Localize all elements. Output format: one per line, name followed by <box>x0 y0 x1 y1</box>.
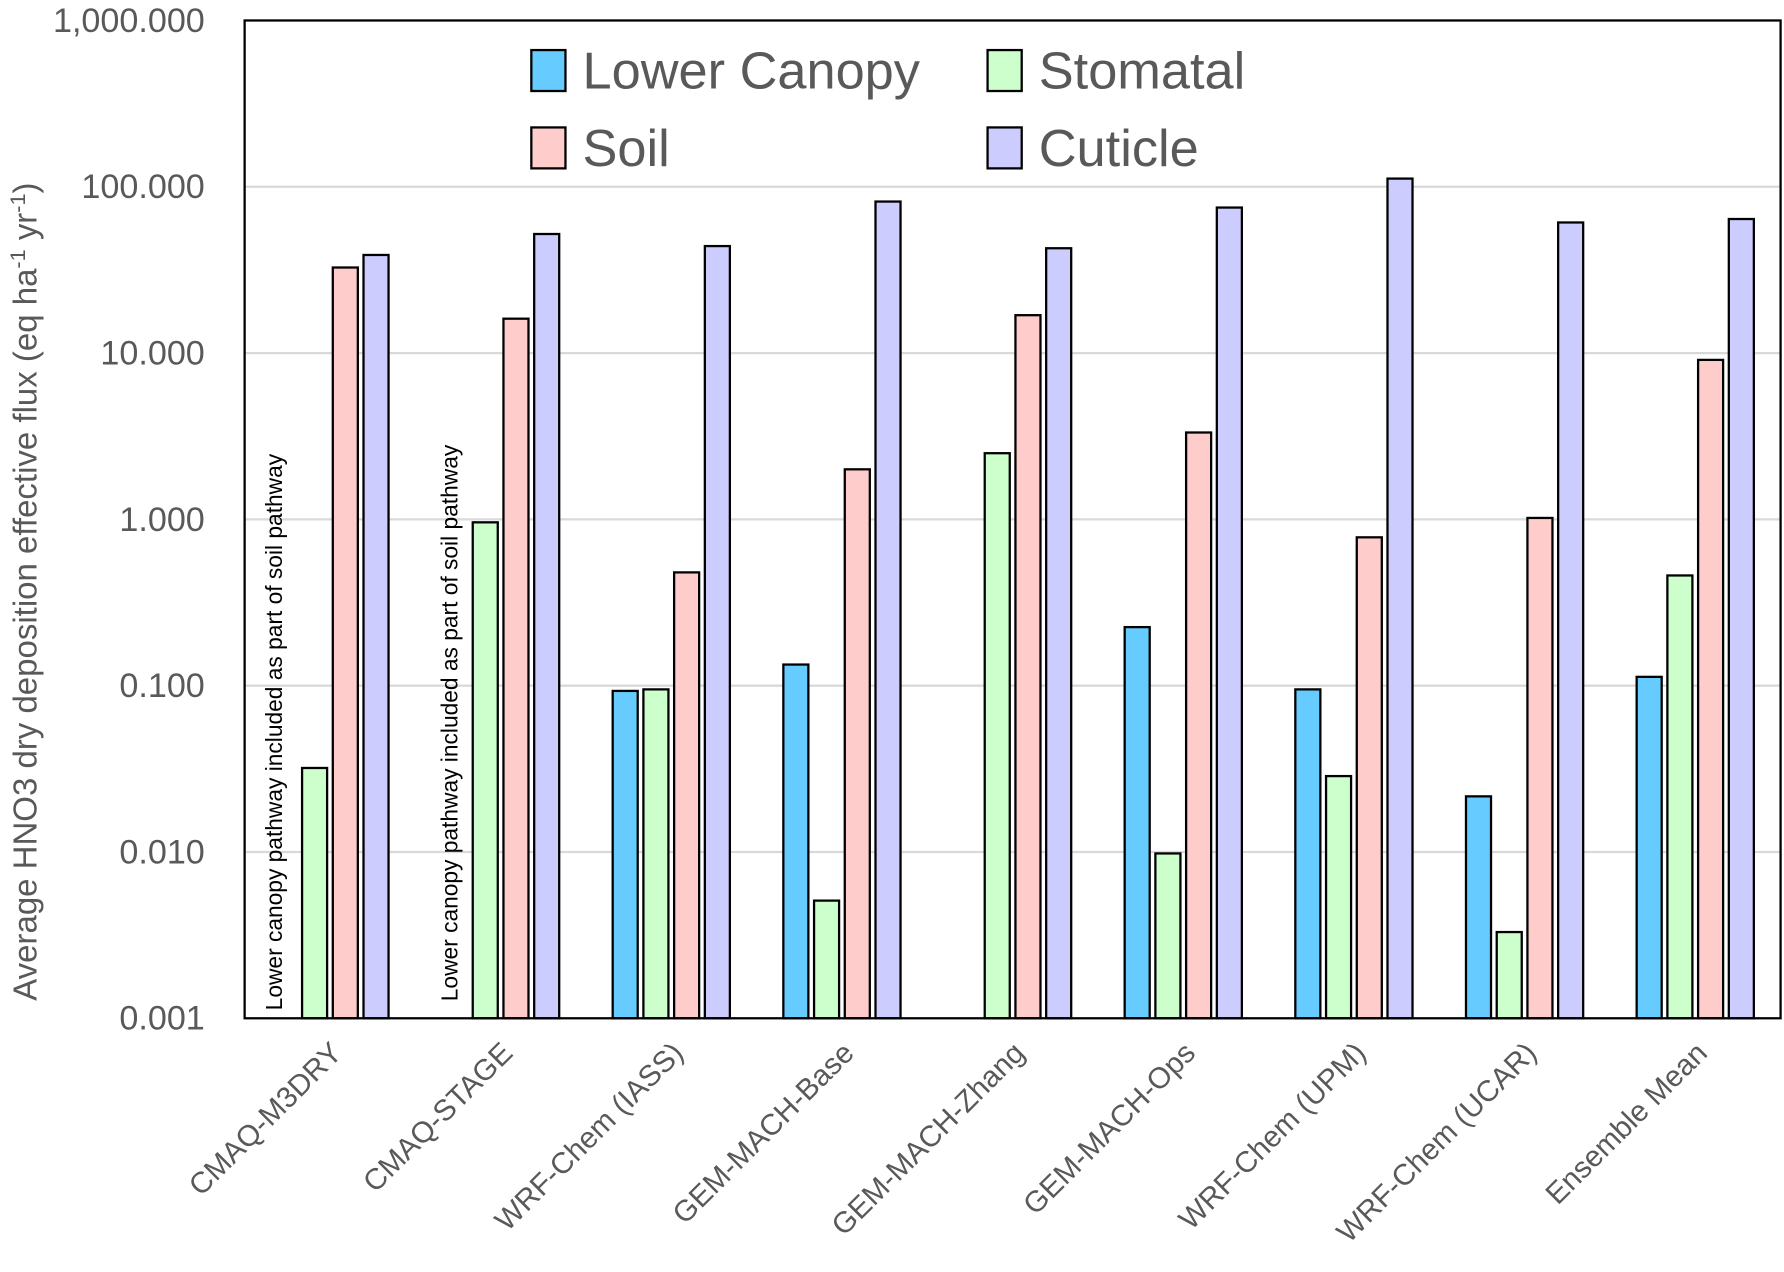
legend: Lower Canopy Stomatal Soil Cuticle <box>530 43 1246 178</box>
x-tick-label: GEM-MACH-Ops <box>1017 1036 1202 1221</box>
y-tick-labels: 0.001 0.010 0.100 1.000 10.000 100.000 1,000.0… <box>53 2 205 1038</box>
bar-soil <box>1696 358 1725 1020</box>
bar-cuticle <box>1557 221 1585 1020</box>
bars <box>300 177 1755 1020</box>
legend-label-cuticle: Cuticle <box>1039 120 1199 178</box>
bar-stomatal <box>1324 774 1353 1020</box>
bar-soil <box>331 266 359 1020</box>
bar-soil <box>1355 536 1383 1020</box>
bar-cuticle <box>533 232 561 1020</box>
gridlines <box>244 185 1781 854</box>
bar-lower-canopy <box>1123 625 1151 1020</box>
y-tick-label: 100.000 <box>81 168 204 206</box>
y-tick-label: 0.001 <box>119 1000 204 1038</box>
bar-stomatal <box>471 521 499 1020</box>
x-tick-label: GEM-MACH-Zhang <box>825 1036 1031 1242</box>
bar-soil <box>1184 431 1213 1020</box>
bar-cuticle <box>874 200 902 1020</box>
bar-stomatal <box>1666 574 1694 1020</box>
bar-lower-canopy <box>611 689 639 1020</box>
bar-lower-canopy <box>1464 795 1493 1020</box>
bar-lower-canopy <box>1635 675 1663 1020</box>
legend-label-lower-canopy: Lower Canopy <box>583 43 921 101</box>
x-tick-label: Ensemble Mean <box>1539 1036 1713 1210</box>
y-tick-label: 1.000 <box>119 501 204 539</box>
bar-lower-canopy <box>1294 688 1322 1020</box>
bar-cuticle <box>1045 247 1073 1020</box>
bar-soil <box>1014 314 1042 1020</box>
annotation-cmaq-m3dry: Lower canopy pathway included as part of… <box>261 453 287 1010</box>
bar-stomatal <box>812 899 841 1020</box>
y-axis-label: Average HNO3 dry deposition effective fl… <box>5 183 43 1001</box>
x-tick-label: GEM-MACH-Base <box>666 1036 860 1230</box>
x-tick-label: CMAQ-STAGE <box>357 1036 519 1198</box>
bar-stomatal <box>300 766 329 1020</box>
bar-stomatal <box>1495 930 1523 1020</box>
y-tick-label: 0.010 <box>119 833 204 871</box>
y-tick-label: 0.100 <box>119 667 204 705</box>
annotation-cmaq-stage: Lower canopy pathway included as part of… <box>436 444 462 1001</box>
bar-stomatal <box>1154 852 1182 1020</box>
legend-label-stomatal: Stomatal <box>1039 43 1246 101</box>
plot-frame <box>243 19 1782 1020</box>
bar-lower-canopy <box>782 663 810 1020</box>
x-tick-label: WRF-Chem (UPM) <box>1173 1036 1373 1236</box>
bar-soil <box>1526 516 1554 1020</box>
legend-label-soil: Soil <box>583 120 670 178</box>
x-tick-label: WRF-Chem (IASS) <box>489 1036 690 1237</box>
bar-cuticle <box>1727 217 1755 1020</box>
bar-cuticle <box>362 253 390 1020</box>
bar-soil <box>672 571 701 1020</box>
bar-soil <box>502 317 530 1020</box>
legend-swatch-cuticle <box>986 126 1023 170</box>
legend-swatch-lower-canopy <box>530 48 567 93</box>
legend-swatch-stomatal <box>986 48 1023 93</box>
bar-cuticle <box>1386 177 1414 1020</box>
bar-stomatal <box>642 688 670 1020</box>
legend-swatch-soil <box>530 126 567 170</box>
bar-cuticle <box>703 244 732 1020</box>
x-tick-label: CMAQ-M3DRY <box>183 1036 349 1202</box>
bar-stomatal <box>983 452 1011 1020</box>
y-tick-label: 1,000.000 <box>53 2 205 40</box>
bar-soil <box>843 468 871 1020</box>
bar-cuticle <box>1215 206 1243 1020</box>
y-tick-label: 10.000 <box>100 334 204 372</box>
